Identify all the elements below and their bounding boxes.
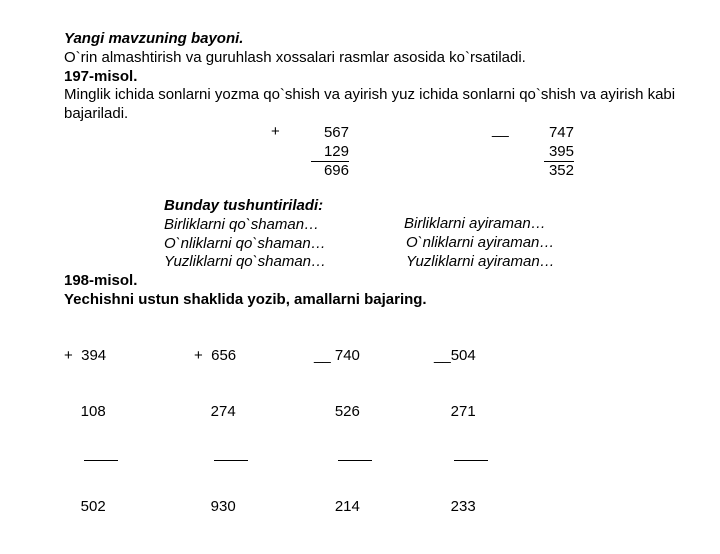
explain-line: Birliklarni qo`shaman…	[164, 216, 404, 235]
calc-rule	[84, 460, 118, 461]
explanation-block: Bunday tushuntiriladi: Birliklarni qo`sh…	[64, 197, 684, 272]
calc-num: 747	[514, 124, 574, 143]
problem-198-label: 198-misol.	[64, 272, 684, 291]
calc-col: __504 271 233	[434, 310, 514, 554]
calc-result: 214	[335, 498, 360, 515]
calc-num: 394	[81, 347, 106, 364]
calc-result: 233	[451, 498, 476, 515]
explain-line: Birliklarni ayiraman…	[404, 215, 555, 234]
calc-rule	[214, 460, 248, 461]
calc-num: 526	[335, 403, 360, 420]
explain-line: Yuzliklarni ayiraman…	[406, 253, 555, 272]
calc-num: 271	[451, 403, 476, 420]
calc-result: 696	[289, 162, 349, 181]
explain-title: Bunday tushuntiriladi:	[164, 197, 404, 216]
calc-block-add: + 567 129 696	[289, 124, 349, 181]
explain-line: Yuzliklarni qo`shaman…	[164, 253, 404, 272]
calc-num: 567	[289, 124, 349, 143]
calc-num: 108	[81, 403, 106, 420]
minus-sign: __	[492, 121, 509, 140]
intro-text: O`rin almashtirish va guruhlash xossalar…	[64, 49, 684, 68]
calc-col: + 394 108 502	[64, 310, 144, 554]
calc-col: + 656 274 930	[194, 310, 274, 554]
calc-result: 930	[211, 498, 236, 515]
calc-col: __ 740 526 214	[314, 310, 394, 554]
plus-sign: +	[271, 123, 280, 142]
calc-row-2: + 394 108 502 + 656 274 930 __ 740 526 2…	[64, 310, 684, 554]
calc-num: 504	[451, 347, 476, 364]
plus-sign: +	[194, 347, 203, 364]
problem-197-desc: Minglik ichida sonlarni yozma qo`shish v…	[64, 86, 684, 124]
section-title: Yangi mavzuning bayoni.	[64, 30, 684, 49]
calc-num: 656	[211, 347, 236, 364]
problem-197-label: 197-misol.	[64, 68, 684, 87]
calc-num: 740	[335, 347, 360, 364]
calc-num: 274	[211, 403, 236, 420]
calc-num: 129	[289, 143, 349, 162]
calc-result: 502	[81, 498, 106, 515]
explain-line: O`nliklarni ayiraman…	[406, 234, 555, 253]
plus-sign: +	[64, 347, 73, 364]
calc-rule	[454, 460, 488, 461]
explain-line: O`nliklarni qo`shaman…	[164, 235, 404, 254]
calc-rule	[338, 460, 372, 461]
calc-result: 352	[514, 162, 574, 181]
calc-row-1: + 567 129 696 __ 747 395 352	[64, 124, 684, 181]
calc-num: 395	[514, 143, 574, 162]
problem-198-desc: Yechishni ustun shaklida yozib, amallarn…	[64, 291, 684, 310]
minus-sign: __	[434, 347, 451, 364]
calc-block-sub: __ 747 395 352	[514, 124, 574, 181]
minus-sign: __	[314, 347, 331, 364]
